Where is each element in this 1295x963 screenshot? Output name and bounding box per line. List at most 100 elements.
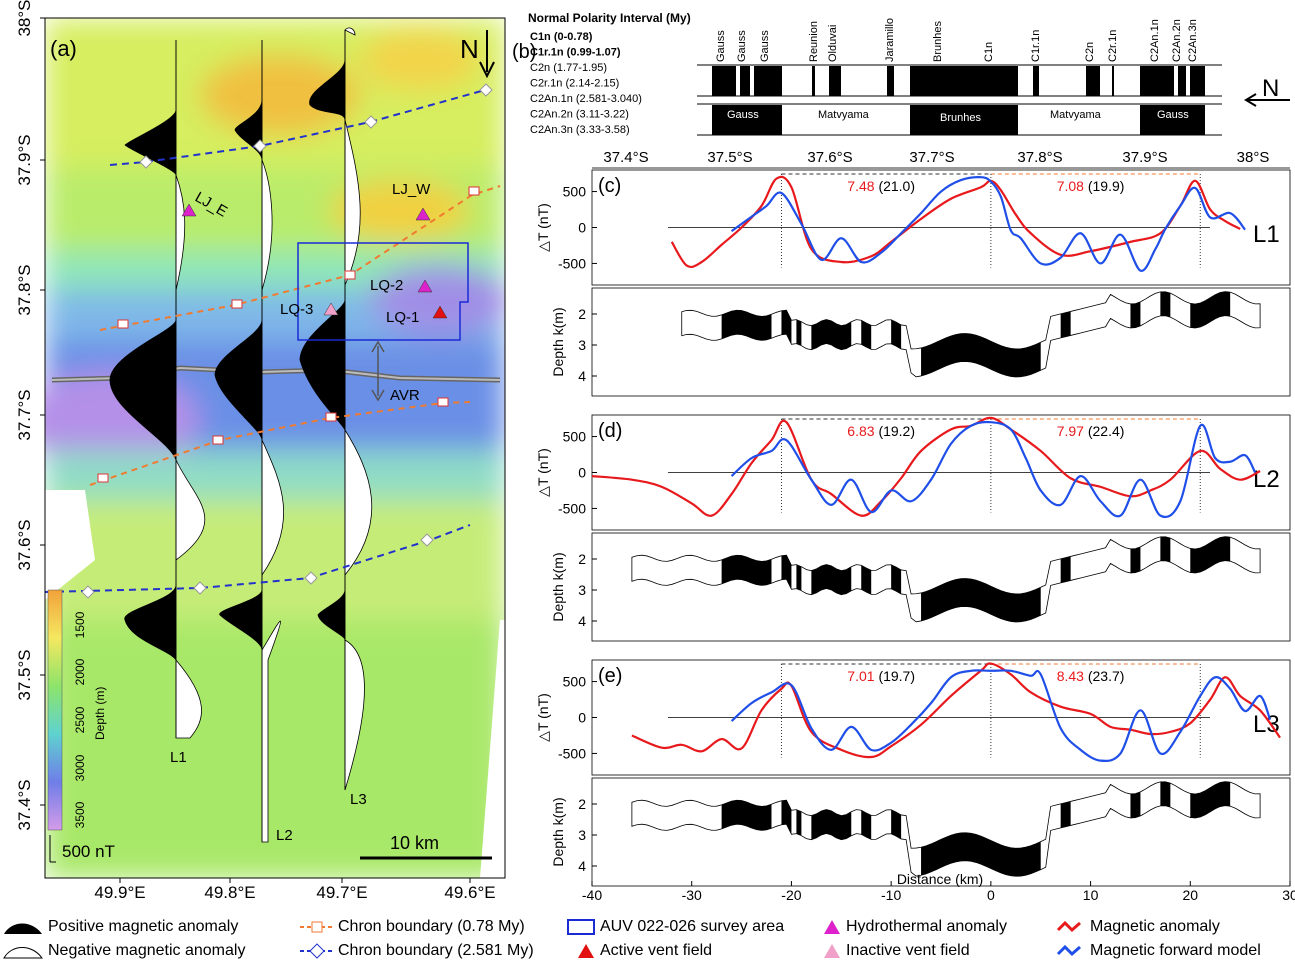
lat-tick-label: 37.6°S (15, 519, 34, 570)
profile-name: L2 (1253, 466, 1280, 493)
lon-tick-label: 49.8°E (204, 883, 255, 902)
half-rate-label-left: 6.83 (19.2) (847, 423, 915, 439)
nt-scale-label: 500 nT (62, 842, 115, 861)
polarity-block (891, 291, 902, 377)
map-panel (45, 18, 505, 878)
polarity-bar (697, 64, 1222, 136)
polarity-block (811, 536, 852, 622)
panel-label: (e) (598, 665, 622, 687)
half-rate-label-right: 7.08 (19.9) (1057, 178, 1125, 194)
polarity-interval: C2n (1.77-1.95) (530, 62, 607, 74)
polarity-title: Normal Polarity Interval (My) (528, 11, 691, 25)
y-axis-label: △T (nT) (535, 448, 551, 497)
legend-magnetic-anomaly: Magnetic anomaly (1056, 918, 1220, 936)
polarity-block (796, 291, 802, 377)
depth-tick-label: 2 (578, 551, 586, 567)
north-arrow-icon (479, 30, 495, 79)
panel-label: (c) (598, 175, 621, 197)
profile-panel-l2: -500 0 500 △T (nT) (d) L2 6.83 (19.2) 7.97 (22.… (535, 414, 1291, 642)
y-tick-label: 500 (563, 674, 587, 690)
profile-lat-tick: 37.7°S (909, 149, 954, 166)
lj-w-hydro-triangle (415, 207, 431, 221)
x-tick-label: -40 (582, 887, 602, 903)
km-scale-label: 10 km (390, 833, 439, 853)
site-label-lq-2: LQ-2 (370, 277, 403, 294)
polarity-top-label: C1r.1n (1030, 30, 1042, 62)
north-label: N (460, 34, 479, 64)
polarity-block (861, 291, 872, 377)
polarity-top-labels: Gauss Gauss Gauss Reunion Olduvai Jaramillo Br… (715, 18, 1199, 62)
depth-plot-frame (591, 287, 1291, 397)
polarity-interval: C1n (0-0.78) (530, 31, 593, 43)
epoch-gauss-2: Gauss (1157, 109, 1189, 121)
depth-axis-label: Depth k(m) (550, 307, 566, 376)
polarity-block (721, 536, 772, 622)
forward-model-line (730, 420, 1257, 519)
polarity-block (1130, 291, 1141, 377)
blue-line-icon (1056, 944, 1081, 957)
y-tick-label: -500 (558, 745, 586, 761)
legend-negative-anomaly: Negative magnetic anomaly (2, 942, 245, 960)
profile-l2-wiggle (214, 40, 284, 843)
depth-plot-frame (591, 532, 1291, 642)
polarity-interval: C2An.3n (3.33-3.58) (530, 124, 630, 136)
lat-tick-label: 37.9°S (15, 134, 34, 185)
y-tick-label: -500 (558, 500, 586, 516)
distance-axis: -40 -30 -20 -10 0 10 20 30 Distance (km) (582, 871, 1295, 903)
colorbar-tick: 3000 (73, 754, 87, 781)
x-tick-label: -20 (781, 887, 801, 903)
y-tick-label: 0 (578, 465, 586, 481)
polarity-block (921, 536, 1041, 622)
profile-lat-axis: 37.4°S 37.5°S 37.6°S 37.7°S 37.8°S 37.9°S 38°S (592, 149, 1290, 169)
polarity-top-label: Gauss (759, 30, 771, 62)
legend-forward-model: Magnetic forward model (1056, 942, 1261, 960)
map-lon-axis: 49.9°E 49.8°E 49.7°E 49.6°E (94, 878, 496, 902)
polarity-top-label: Gauss (736, 30, 748, 62)
lat-tick-label: 38°S (15, 0, 34, 37)
profile-lat-tick: 37.5°S (707, 149, 752, 166)
open-wiggle-icon (3, 947, 43, 959)
polarity-interval-list: C1n (0-0.78) C1r.1n (0.99-1.07) C2n (1.77-… (530, 31, 642, 136)
epoch-brunhes: Brunhes (940, 112, 981, 124)
polarity-top-label: Reunion (808, 21, 820, 62)
polarity-block (721, 781, 772, 877)
legend-active-vent: Active vent field (576, 942, 712, 960)
lq-2-hydro-triangle (417, 279, 433, 293)
polarity-block (1190, 536, 1231, 622)
polarity-top-label: C2An.2n (1171, 19, 1183, 62)
ridge-label: AVR (390, 387, 420, 404)
colorbar-title: Depth (m) (93, 687, 107, 740)
polarity-block (811, 781, 852, 877)
km-scale: 10 km (360, 833, 492, 860)
crust-section (631, 536, 1261, 623)
polarity-block (1130, 536, 1141, 622)
lon-tick-label: 49.6°E (444, 883, 495, 902)
polarity-block (721, 291, 772, 377)
legend-inactive-vent: Inactive vent field (822, 942, 970, 960)
half-rate-label-right: 8.43 (23.7) (1057, 668, 1125, 684)
lat-tick-label: 37.8°S (15, 264, 34, 315)
x-tick-label: 20 (1182, 887, 1198, 903)
polarity-top-label: Brunhes (932, 21, 944, 62)
x-tick-label: 0 (987, 887, 995, 903)
y-axis-label: △T (nT) (535, 693, 551, 742)
chron-boundary-078-south (89, 401, 471, 486)
colorbar: 1500 2000 2500 3000 3500 Depth (m) (47, 589, 107, 831)
polarity-interval: C2An.1n (2.581-3.040) (530, 93, 642, 105)
depth-tick-label: 3 (578, 827, 586, 843)
y-tick-label: -500 (558, 255, 586, 271)
profile-label-l1: L1 (170, 749, 187, 766)
x-tick-label: -30 (682, 887, 702, 903)
map-lat-axis: 38°S 37.9°S 37.8°S 37.7°S 37.6°S 37.5°S 37.4°S (15, 0, 45, 831)
depth-tick-label: 3 (578, 582, 586, 598)
polarity-block (1160, 536, 1171, 622)
site-label-lj-w: LJ_W (392, 181, 431, 198)
nt-scale: 500 nT (49, 835, 115, 863)
half-rate-label-right: 7.97 (22.4) (1057, 423, 1125, 439)
polarity-block (1160, 781, 1171, 877)
polarity-block (1190, 781, 1231, 877)
magnetic-anomaly-line (591, 416, 1261, 517)
site-label-lq-1: LQ-1 (386, 309, 419, 326)
y-tick-label: 0 (578, 710, 586, 726)
lat-tick-label: 37.7°S (15, 389, 34, 440)
